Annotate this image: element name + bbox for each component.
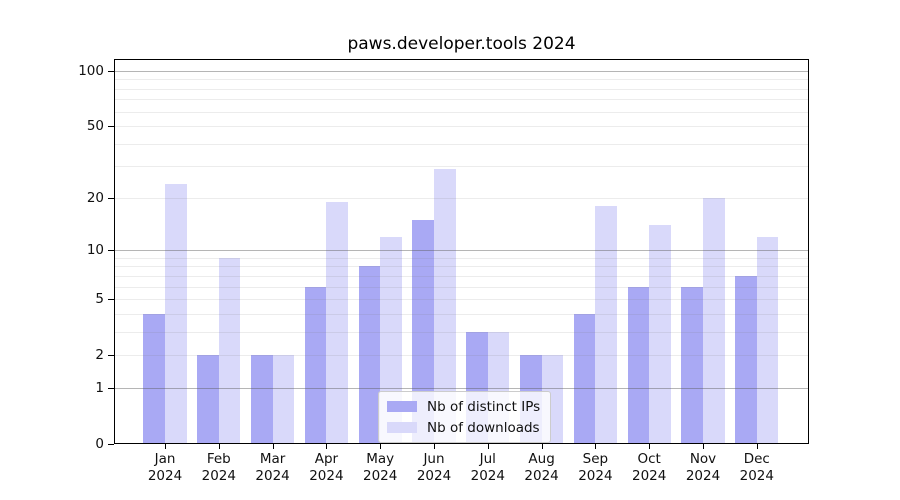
y-tick-label-2: 2	[95, 347, 104, 364]
x-tick-label-dec-2024: Dec 2024	[739, 451, 774, 484]
gridline-minor-9	[114, 257, 809, 259]
gridline-minor-50	[114, 126, 809, 128]
x-tick-label-jan-2024: Jan 2024	[147, 451, 183, 484]
gridline-minor-90	[114, 79, 809, 81]
bar-nb-of-downloads-apr-2024	[326, 201, 348, 443]
chart-title: paws.developer.tools 2024	[347, 34, 576, 54]
y-tick-20	[108, 197, 114, 199]
gridline-minor-8	[114, 266, 809, 268]
bar-nb-of-distinct-ips-mar-2024	[251, 355, 273, 443]
gridline-minor-2	[114, 355, 809, 357]
x-tick-label-feb-2024: Feb 2024	[201, 451, 236, 484]
x-tick-label-apr-2024: Apr 2024	[309, 451, 344, 484]
x-tick-dec-2024	[756, 444, 758, 449]
gridline-minor-4	[114, 313, 809, 315]
x-tick-oct-2024	[649, 444, 651, 449]
x-tick-jan-2024	[165, 444, 166, 449]
bar-nb-of-distinct-ips-may-2024	[358, 266, 381, 443]
bar-nb-of-distinct-ips-feb-2024	[197, 355, 219, 443]
bar-nb-of-distinct-ips-sep-2024	[573, 313, 596, 443]
bar-nb-of-distinct-ips-jan-2024	[143, 313, 165, 443]
y-tick-2	[108, 355, 114, 357]
legend-row-distinct-ips: Nb of distinct IPs	[387, 396, 540, 417]
x-tick-label-jun-2024: Jun 2024	[416, 451, 452, 484]
gridline-major-10	[114, 250, 809, 252]
bar-nb-of-distinct-ips-nov-2024	[681, 286, 703, 443]
x-tick-label-nov-2024: Nov 2024	[685, 451, 721, 484]
y-tick-1	[108, 387, 114, 389]
legend: Nb of distinct IPs Nb of downloads	[378, 391, 552, 443]
x-tick-may-2024	[380, 444, 382, 449]
x-tick-label-may-2024: May 2024	[363, 451, 398, 484]
bar-nb-of-distinct-ips-apr-2024	[304, 286, 327, 443]
gridline-minor-80	[114, 88, 809, 90]
bar-nb-of-downloads-jun-2024	[434, 169, 456, 443]
y-tick-label-100: 100	[78, 63, 104, 79]
x-tick-mar-2024	[272, 444, 274, 449]
gridline-minor-6	[114, 286, 809, 288]
x-tick-label-mar-2024: Mar 2024	[255, 451, 290, 484]
x-tick-aug-2024	[541, 444, 543, 449]
y-tick-10	[108, 250, 114, 252]
x-tick-apr-2024	[326, 444, 328, 449]
gridline-minor-5	[114, 299, 809, 301]
bar-nb-of-distinct-ips-oct-2024	[627, 286, 650, 443]
y-tick-100	[108, 71, 114, 72]
x-tick-label-sep-2024: Sep 2024	[578, 451, 613, 484]
gridline-minor-7	[114, 275, 809, 277]
y-tick-50	[108, 126, 114, 128]
y-tick-5	[108, 299, 114, 301]
x-tick-jun-2024	[434, 444, 435, 449]
bar-nb-of-downloads-mar-2024	[272, 355, 295, 443]
bar-nb-of-distinct-ips-dec-2024	[735, 275, 757, 443]
gridline-major-100	[114, 71, 809, 72]
bar-nb-of-downloads-oct-2024	[649, 225, 671, 443]
gridline-minor-30	[114, 166, 809, 168]
gridline-minor-20	[114, 197, 809, 199]
bar-nb-of-downloads-dec-2024	[756, 236, 779, 443]
legend-swatch-downloads	[387, 422, 417, 433]
x-tick-feb-2024	[218, 444, 220, 449]
bar-nb-of-downloads-nov-2024	[703, 197, 725, 443]
gridline-minor-60	[114, 111, 809, 113]
gridline-major-1	[114, 387, 809, 389]
x-tick-label-jul-2024: Jul 2024	[470, 451, 505, 484]
legend-row-downloads: Nb of downloads	[387, 417, 540, 438]
gridline-minor-70	[114, 99, 809, 101]
y-tick-label-50: 50	[86, 118, 104, 135]
y-tick-label-5: 5	[95, 291, 104, 308]
x-tick-sep-2024	[595, 444, 597, 449]
y-tick-0	[108, 444, 114, 445]
x-tick-label-oct-2024: Oct 2024	[632, 451, 667, 484]
y-tick-label-10: 10	[86, 242, 104, 259]
bar-nb-of-downloads-feb-2024	[218, 257, 241, 443]
x-tick-label-aug-2024: Aug 2024	[524, 451, 559, 484]
bar-nb-of-downloads-sep-2024	[595, 206, 617, 443]
x-tick-nov-2024	[703, 444, 704, 449]
bar-nb-of-downloads-jan-2024	[165, 183, 187, 443]
bar-nb-of-distinct-ips-jun-2024	[412, 219, 434, 443]
y-tick-label-0: 0	[95, 436, 104, 452]
legend-swatch-distinct-ips	[387, 401, 417, 412]
gridline-minor-40	[114, 143, 809, 145]
y-tick-label-20: 20	[86, 189, 104, 206]
legend-label-distinct-ips: Nb of distinct IPs	[427, 398, 541, 415]
y-tick-label-1: 1	[95, 379, 104, 396]
legend-label-downloads: Nb of downloads	[427, 419, 540, 436]
x-tick-jul-2024	[487, 444, 489, 449]
gridline-minor-3	[114, 331, 809, 333]
